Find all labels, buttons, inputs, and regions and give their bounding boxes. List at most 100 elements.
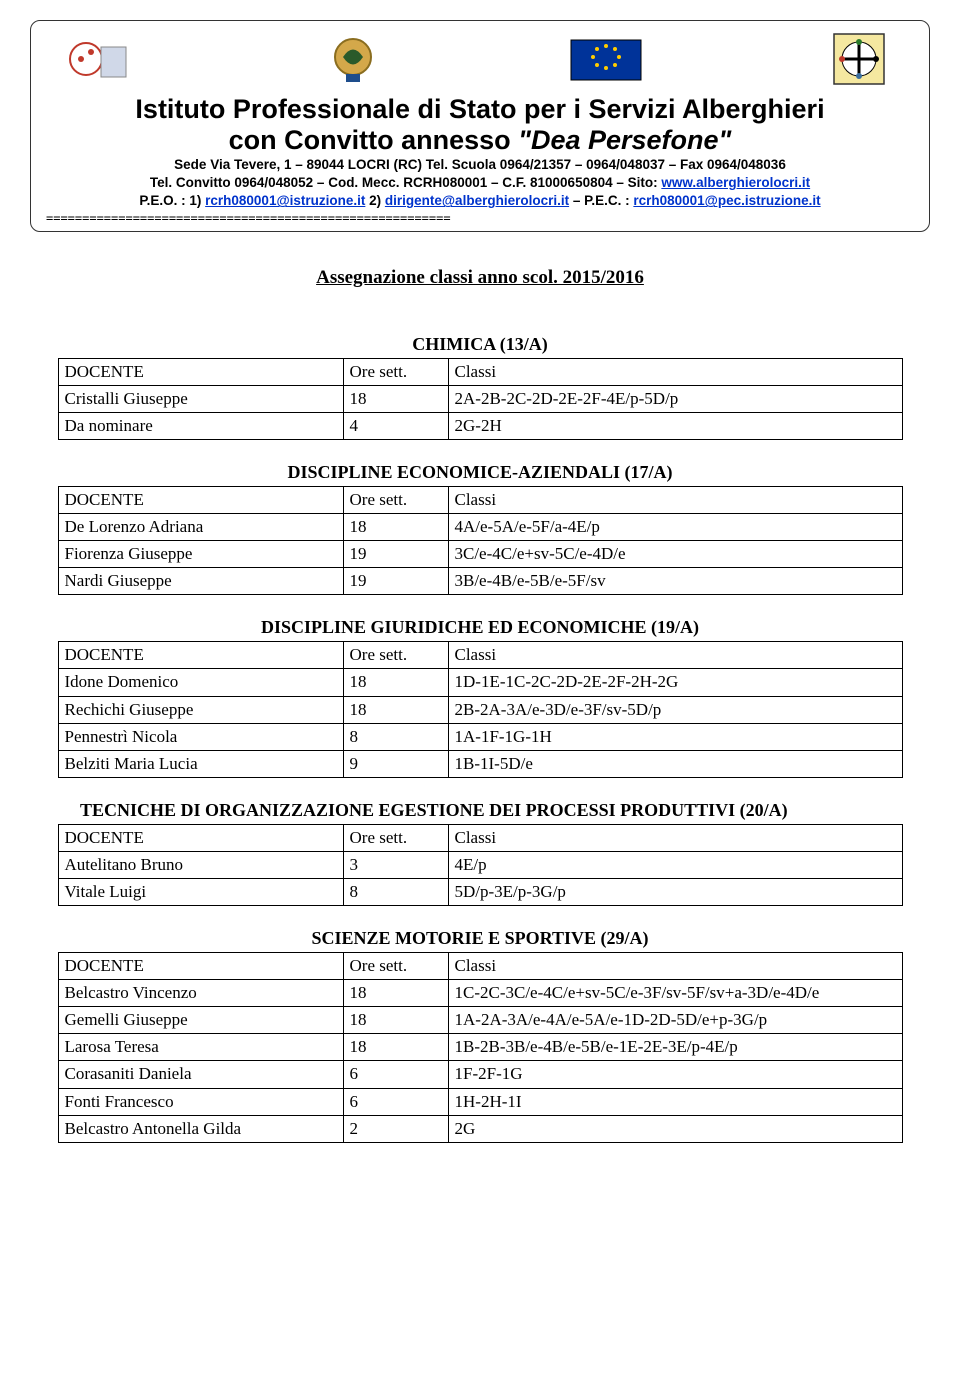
col-header-classi: Classi [448,824,902,851]
col-header-classi: Classi [448,953,902,980]
table-header-row: DOCENTEOre sett.Classi [58,642,902,669]
section-title: DISCIPLINE GIURIDICHE ED ECONOMICHE (19/… [30,617,930,638]
addr2a: Tel. Convitto 0964/048052 – Cod. Mecc. R… [150,175,662,190]
table-row: Idone Domenico181D-1E-1C-2C-2D-2E-2F-2H-… [58,669,902,696]
title-2a: con Convitto annesso [229,125,519,155]
peo1-link[interactable]: rcrh080001@istruzione.it [205,193,365,208]
cell-ore: 18 [343,980,448,1007]
col-header-ore: Ore sett. [343,486,448,513]
divider-line: ========================================… [46,211,914,225]
table-header-row: DOCENTEOre sett.Classi [58,953,902,980]
site-link[interactable]: www.alberghierolocri.it [661,175,810,190]
col-header-classi: Classi [448,642,902,669]
cell-classi: 1F-2F-1G [448,1061,902,1088]
cell-classi: 4E/p [448,851,902,878]
col-header-docente: DOCENTE [58,486,343,513]
letterhead-box: Istituto Professionale di Stato per i Se… [30,20,930,232]
cell-ore: 18 [343,514,448,541]
cell-classi: 1B-1I-5D/e [448,750,902,777]
assignment-table: DOCENTEOre sett.ClassiDe Lorenzo Adriana… [58,486,903,595]
address-line-3: P.E.O. : 1) rcrh080001@istruzione.it 2) … [46,192,914,210]
cell-classi: 2G-2H [448,412,902,439]
addr3c: 2) [365,193,385,208]
addr3a: P.E.O. : 1) [139,193,205,208]
cell-ore: 18 [343,669,448,696]
peo2-link[interactable]: dirigente@alberghierolocri.it [385,193,569,208]
table-row: Rechichi Giuseppe182B-2A-3A/e-3D/e-3F/sv… [58,696,902,723]
cell-ore: 19 [343,541,448,568]
cell-ore: 8 [343,723,448,750]
cell-ore: 8 [343,878,448,905]
cell-docente: Idone Domenico [58,669,343,696]
institution-title-2: con Convitto annesso "Dea Persefone" [46,125,914,156]
cell-classi: 2B-2A-3A/e-3D/e-3F/sv-5D/p [448,696,902,723]
col-header-ore: Ore sett. [343,642,448,669]
logo-2-emblem [314,29,394,89]
address-line-1: Sede Via Tevere, 1 – 89044 LOCRI (RC) Te… [46,156,914,174]
col-header-ore: Ore sett. [343,824,448,851]
cell-ore: 18 [343,385,448,412]
cell-ore: 2 [343,1115,448,1142]
assignment-table: DOCENTEOre sett.ClassiCristalli Giuseppe… [58,358,903,440]
table-header-row: DOCENTEOre sett.Classi [58,358,902,385]
cell-classi: 2G [448,1115,902,1142]
table-header-row: DOCENTEOre sett.Classi [58,486,902,513]
col-header-classi: Classi [448,358,902,385]
table-row: Pennestrì Nicola81A-1F-1G-1H [58,723,902,750]
cell-classi: 3C/e-4C/e+sv-5C/e-4D/e [448,541,902,568]
table-row: Larosa Teresa181B-2B-3B/e-4B/e-5B/e-1E-2… [58,1034,902,1061]
pec-link[interactable]: rcrh080001@pec.istruzione.it [633,193,820,208]
cell-docente: Pennestrì Nicola [58,723,343,750]
cell-ore: 6 [343,1061,448,1088]
cell-classi: 1A-1F-1G-1H [448,723,902,750]
table-row: Corasaniti Daniela61F-2F-1G [58,1061,902,1088]
cell-classi: 1B-2B-3B/e-4B/e-5B/e-1E-2E-3E/p-4E/p [448,1034,902,1061]
logo-row [46,29,914,94]
assignment-table: DOCENTEOre sett.ClassiBelcastro Vincenzo… [58,952,903,1143]
cell-classi: 1D-1E-1C-2C-2D-2E-2F-2H-2G [448,669,902,696]
cell-classi: 1A-2A-3A/e-4A/e-5A/e-1D-2D-5D/e+p-3G/p [448,1007,902,1034]
cell-ore: 18 [343,1007,448,1034]
cell-ore: 18 [343,696,448,723]
assignment-table: DOCENTEOre sett.ClassiIdone Domenico181D… [58,641,903,777]
section-title: CHIMICA (13/A) [30,334,930,355]
institution-title-1: Istituto Professionale di Stato per i Se… [46,94,914,125]
table-row: Autelitano Bruno34E/p [58,851,902,878]
cell-docente: Belziti Maria Lucia [58,750,343,777]
col-header-ore: Ore sett. [343,953,448,980]
table-row: Fiorenza Giuseppe193C/e-4C/e+sv-5C/e-4D/… [58,541,902,568]
table-row: Gemelli Giuseppe181A-2A-3A/e-4A/e-5A/e-1… [58,1007,902,1034]
cell-docente: Gemelli Giuseppe [58,1007,343,1034]
logo-3-eu-flag [566,29,646,89]
section-title: TECNICHE DI ORGANIZZAZIONE EGESTIONE DEI… [30,800,930,821]
assignment-table: DOCENTEOre sett.ClassiAutelitano Bruno34… [58,824,903,906]
addr3e: – P.E.C. : [569,193,633,208]
col-header-docente: DOCENTE [58,824,343,851]
cell-docente: Belcastro Antonella Gilda [58,1115,343,1142]
cell-classi: 1H-2H-1I [448,1088,902,1115]
cell-docente: Fonti Francesco [58,1088,343,1115]
table-row: Fonti Francesco61H-2H-1I [58,1088,902,1115]
table-row: Belcastro Antonella Gilda22G [58,1115,902,1142]
address-line-2: Tel. Convitto 0964/048052 – Cod. Mecc. R… [46,174,914,192]
cell-docente: De Lorenzo Adriana [58,514,343,541]
cell-ore: 3 [343,851,448,878]
col-header-docente: DOCENTE [58,642,343,669]
cell-ore: 4 [343,412,448,439]
table-row: Cristalli Giuseppe182A-2B-2C-2D-2E-2F-4E… [58,385,902,412]
cell-docente: Fiorenza Giuseppe [58,541,343,568]
cell-docente: Cristalli Giuseppe [58,385,343,412]
cell-docente: Belcastro Vincenzo [58,980,343,1007]
cell-docente: Vitale Luigi [58,878,343,905]
logo-1 [61,29,141,89]
cell-classi: 3B/e-4B/e-5B/e-5F/sv [448,568,902,595]
cell-classi: 2A-2B-2C-2D-2E-2F-4E/p-5D/p [448,385,902,412]
cell-classi: 1C-2C-3C/e-4C/e+sv-5C/e-3F/sv-5F/sv+a-3D… [448,980,902,1007]
table-row: Belcastro Vincenzo181C-2C-3C/e-4C/e+sv-5… [58,980,902,1007]
col-header-ore: Ore sett. [343,358,448,385]
cell-docente: Corasaniti Daniela [58,1061,343,1088]
cell-ore: 18 [343,1034,448,1061]
cell-ore: 9 [343,750,448,777]
cell-docente: Larosa Teresa [58,1034,343,1061]
cell-ore: 19 [343,568,448,595]
